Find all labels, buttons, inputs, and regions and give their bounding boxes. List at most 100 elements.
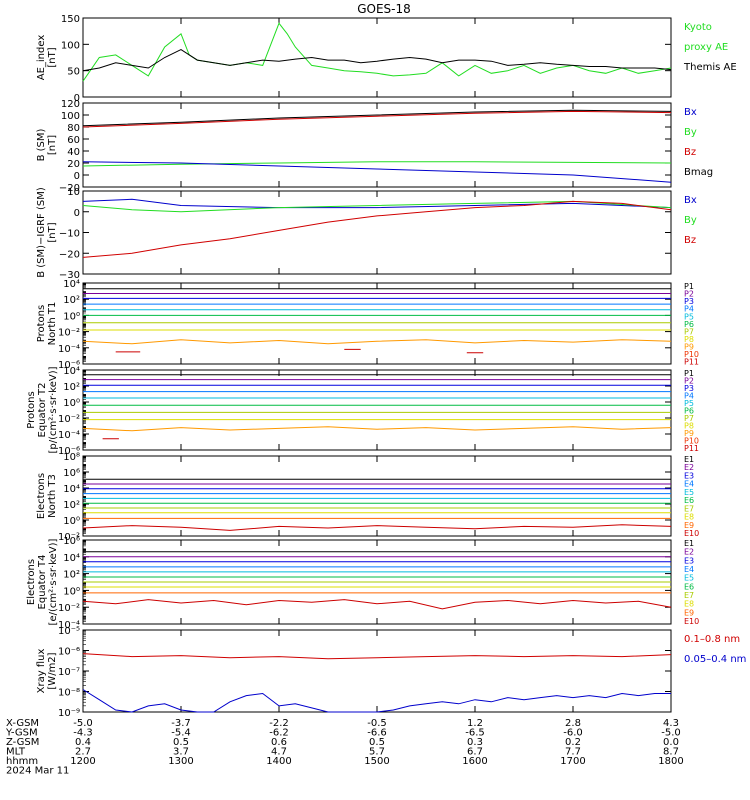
axis-row-value: 0.0 [663,737,679,748]
legend-entry: E6 [684,582,694,591]
legend-entry: P3 [684,384,694,393]
panel-3: −30 −20 −10 0 10 B (SM)−IGRF (SM) [nT] Bx By Bz [36,187,697,281]
legend-entry: E4 [684,480,694,489]
y-tick-label: −10 [59,229,80,240]
legend-entry: P2 [684,290,694,299]
axis-row-label: MLT [6,747,26,758]
y-axis-title: Electrons [36,473,47,519]
axis-row-value: 0.5 [173,737,189,748]
axis-row-label: hhmm [6,756,38,767]
legend-entry: Bx [684,107,697,118]
legend-entry: P4 [684,305,694,314]
y-axis-title: Equator T2 [37,383,48,438]
y-tick-label: 20 [67,159,80,170]
y-tick-label: 10⁰ [63,516,80,527]
y-tick-label: −20 [59,249,80,260]
y-tick-label: 10⁻² [58,328,80,339]
legend-entry: proxy AE [684,42,728,53]
legend-entry: P10 [684,436,699,445]
legend-entry: P1 [684,369,694,378]
legend-entry: P5 [684,312,694,321]
legend-entry: P6 [684,320,694,329]
legend-entry: E7 [684,591,694,600]
panel-6: 10⁻² 10⁰ 10² 10⁴ 10⁶ 10⁸ Electrons North T3 E1E2… [36,452,699,543]
axis-row-value: 4.7 [271,747,287,758]
series-line [82,599,672,610]
legend-entry: E2 [684,463,694,472]
panel-frame [82,102,672,188]
legend-entry: P11 [684,358,699,367]
y-tick-label: 10² [63,295,80,306]
axis-row-value: 1500 [364,756,389,767]
y-tick-label: 10⁻⁵ [58,626,80,637]
y-tick-label: 10⁰ [63,586,80,597]
y-tick-label: 10⁻⁹ [58,708,80,719]
series-line [82,524,672,531]
y-tick-label: 10⁴ [63,366,80,377]
axis-row-value: -5.4 [171,728,191,739]
axis-row-value: -5.0 [73,718,93,729]
legend-entry: E2 [684,548,694,557]
legend-entry: P6 [684,406,694,415]
y-axis-title: Protons [26,391,37,428]
panel-frame [82,17,672,98]
axis-row-value: -0.5 [367,718,387,729]
legend-entry: Bz [684,147,696,158]
y-tick-label: 10⁻⁶ [58,360,80,371]
axis-row-value: -6.6 [367,728,387,739]
legend-entry: E3 [684,471,694,480]
axis-row-value: 1.2 [467,718,483,729]
panel-1: 0 50 100 150 AE_index [nT] Kyoto proxy AE Themis… [36,14,737,104]
axis-row-value: 6.7 [467,747,483,758]
series-line [82,198,672,209]
legend-entry: E6 [684,496,694,505]
y-tick-label: 10⁰ [63,311,80,322]
y-tick-label: −20 [59,183,80,194]
y-tick-label: 10⁻⁴ [58,620,80,631]
y-tick-label: 10⁴ [63,553,80,564]
y-axis-title: [nT] [47,135,58,155]
y-tick-label: 10⁴ [63,279,80,290]
y-axis-title: [e/(cm²·s·sr·keV)] [48,538,59,625]
y-tick-label: 0 [74,93,80,104]
legend-entry: 0.05–0.4 nm [684,654,746,665]
y-axis-title: [p/(cm²·s·sr·keV)] [48,366,59,453]
panel-5: 10⁻⁶ 10⁻⁴ 10⁻² 10⁰ 10² 10⁴ Protons Equator T2 [p… [26,366,699,457]
axis-row-value: 1600 [462,756,487,767]
y-tick-label: 10⁶ [63,536,80,547]
legend-entry: By [684,127,697,138]
y-tick-label: 10⁴ [63,484,80,495]
legend-entry: E8 [684,600,694,609]
axis-row-value: 7.7 [565,747,581,758]
axis-row-label: X-GSM [6,718,39,729]
y-tick-label: 100 [61,40,80,51]
legend-entry: P5 [684,399,694,408]
legend-entry: E10 [684,529,699,538]
axis-row-value: 2.8 [565,718,581,729]
y-tick-label: 80 [67,123,80,134]
legend-entry: P7 [684,414,694,423]
panel-frame [82,629,672,713]
series-line [82,49,672,72]
axis-row-value: -6.2 [269,728,289,739]
axis-row-value: 5.7 [369,747,385,758]
axis-row-value: 1200 [70,756,95,767]
axis-row-value: 8.7 [663,747,679,758]
axis-row-value: -2.2 [269,718,289,729]
legend-entry: P4 [684,391,694,400]
legend-entry: E4 [684,565,694,574]
legend-entry: Kyoto [684,22,712,33]
y-axis-title: B (SM)−IGRF (SM) [36,187,47,278]
y-tick-label: 10² [63,570,80,581]
axis-row-value: 3.7 [173,747,189,758]
legend-entry: E8 [684,513,694,522]
y-tick-label: 10⁻⁶ [58,647,80,658]
axis-row-value: 0.2 [565,737,581,748]
legend-entry: E5 [684,574,694,583]
y-tick-label: −30 [59,270,80,281]
series-line [82,689,671,713]
y-tick-label: 100 [61,111,80,122]
legend-entry: Bmag [684,167,713,178]
